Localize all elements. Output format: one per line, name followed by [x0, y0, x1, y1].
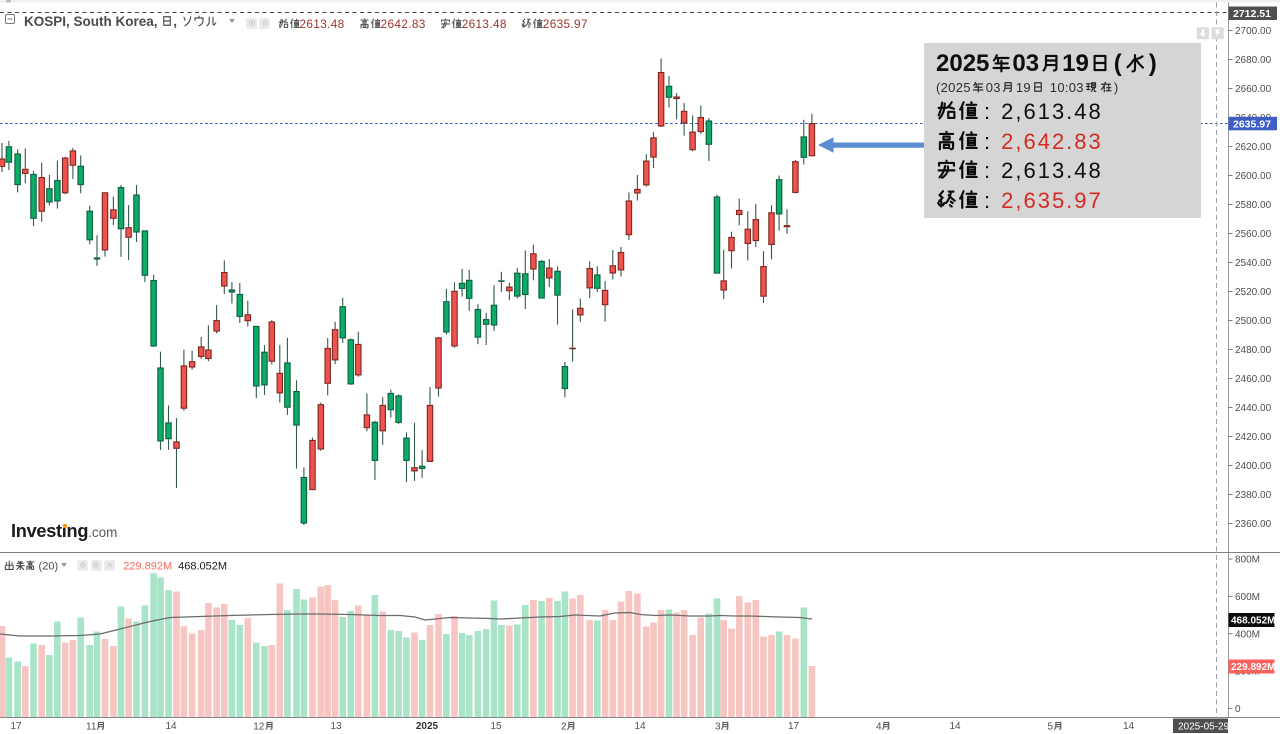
svg-text:2620.00: 2620.00: [1235, 142, 1272, 153]
svg-text:2460.00: 2460.00: [1235, 374, 1272, 385]
svg-text:600M: 600M: [1235, 592, 1260, 603]
svg-text:2700.00: 2700.00: [1235, 26, 1272, 37]
svg-text:2600.00: 2600.00: [1235, 171, 1272, 182]
svg-text:2400.00: 2400.00: [1235, 461, 1272, 472]
svg-text:2580.00: 2580.00: [1235, 200, 1272, 211]
svg-text:468.052M: 468.052M: [1231, 616, 1275, 627]
svg-text:2480.00: 2480.00: [1235, 345, 1272, 356]
svg-text:2520.00: 2520.00: [1235, 287, 1272, 298]
svg-text:2500.00: 2500.00: [1235, 316, 1272, 327]
svg-text:2440.00: 2440.00: [1235, 403, 1272, 414]
svg-text:2540.00: 2540.00: [1235, 258, 1272, 269]
svg-text:0: 0: [1235, 704, 1241, 715]
svg-text:2680.00: 2680.00: [1235, 55, 1272, 66]
svg-text:2380.00: 2380.00: [1235, 490, 1272, 501]
svg-text:229.892M: 229.892M: [1231, 662, 1275, 673]
svg-text:2712.51: 2712.51: [1233, 8, 1271, 20]
svg-text:2635.97: 2635.97: [1233, 118, 1271, 130]
svg-text:2660.00: 2660.00: [1235, 84, 1272, 95]
svg-text:2025-05-29: 2025-05-29: [1178, 721, 1230, 732]
svg-text:400M: 400M: [1235, 629, 1260, 640]
svg-text:2420.00: 2420.00: [1235, 432, 1272, 443]
svg-text:2560.00: 2560.00: [1235, 229, 1272, 240]
svg-text:2360.00: 2360.00: [1235, 519, 1272, 530]
svg-text:800M: 800M: [1235, 555, 1260, 566]
